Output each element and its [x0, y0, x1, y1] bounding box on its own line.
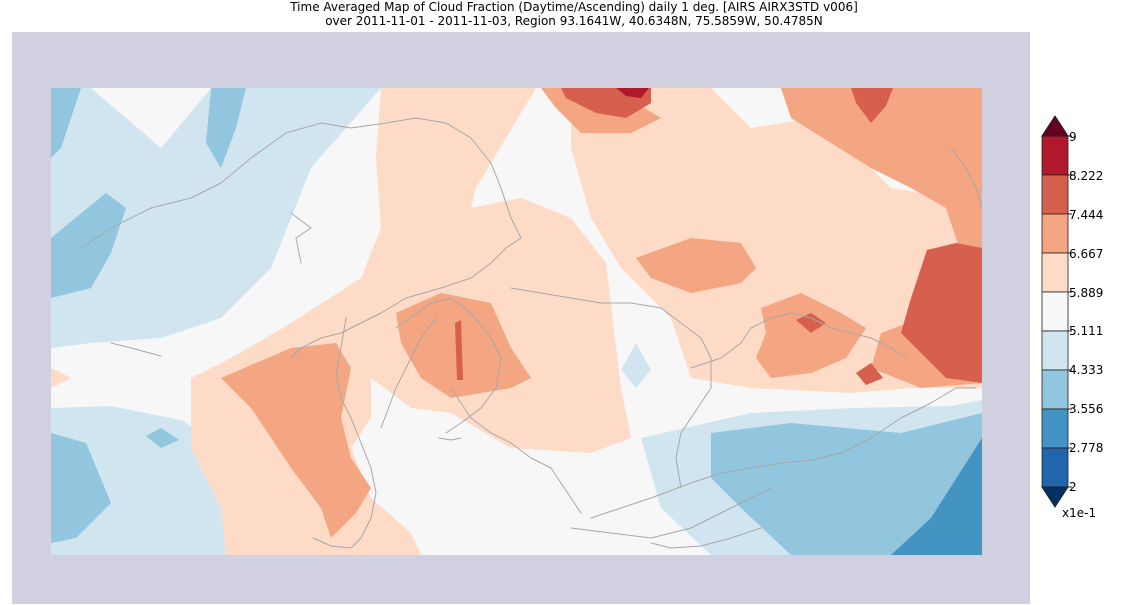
- contour-bin-7: [396, 293, 531, 398]
- map-title: Time Averaged Map of Cloud Fraction (Day…: [290, 0, 858, 14]
- colorbar-segment: [1041, 135, 1069, 176]
- colorbar-segment: [1041, 408, 1069, 449]
- contour-bin-8: [455, 320, 463, 380]
- colorbar-segment: [1041, 213, 1069, 254]
- contour-bin-8: [901, 243, 982, 383]
- contour-bin-7: [221, 343, 371, 538]
- map-subtitle: over 2011-11-01 - 2011-11-03, Region 93.…: [325, 14, 823, 28]
- colorbar-tick-label: 4.333: [1069, 363, 1104, 377]
- contour-bin-6: [571, 88, 982, 393]
- contour-bin-4: [51, 88, 381, 348]
- contour-bin-4: [621, 343, 651, 388]
- contour-bin-9: [616, 88, 649, 98]
- colorbar-segment: [1041, 330, 1069, 371]
- colorbar-tick-label: 2: [1069, 480, 1077, 494]
- colorbar-under-arrow: [1041, 486, 1069, 508]
- colorbar-over-arrow: [1041, 115, 1069, 137]
- colorbar-segment: [1041, 447, 1069, 488]
- contour-bin-3: [51, 193, 126, 298]
- cloud-fraction-map: [51, 88, 982, 555]
- contour-bin-3: [206, 88, 246, 168]
- colorbar-tick-label: 8.222: [1069, 169, 1104, 183]
- coastline: [80, 117, 982, 549]
- colorbar-segment: [1041, 252, 1069, 293]
- contour-bin-7: [636, 238, 756, 293]
- colorbar-tick-label: 9: [1069, 130, 1077, 144]
- colorbar-tick-label: 3.556: [1069, 402, 1104, 416]
- colorbar-segment: [1041, 369, 1069, 410]
- colorbar-segment: [1041, 174, 1069, 215]
- contour-bin-3: [51, 88, 81, 158]
- colorbar-tick-label: 6.667: [1069, 247, 1104, 261]
- colorbar-tick-label: 5.111: [1069, 324, 1104, 338]
- colorbar-tick-label: 2.778: [1069, 441, 1104, 455]
- contour-bin-8: [851, 88, 893, 123]
- contour-bin-8: [856, 363, 883, 385]
- contour-bin-3: [711, 413, 982, 555]
- colorbar: [1041, 115, 1072, 508]
- colorbar-tick-label: 5.889: [1069, 286, 1104, 300]
- contour-bin-7: [756, 293, 866, 378]
- contour-bin-3: [146, 428, 179, 448]
- contour-bin-3: [51, 433, 111, 543]
- colorbar-tick-label: 7.444: [1069, 208, 1104, 222]
- colorbar-multiplier: x1e-1: [1062, 506, 1097, 520]
- contour-bin-8: [796, 313, 826, 333]
- contour-bin-2: [891, 438, 982, 555]
- colorbar-segment: [1041, 291, 1069, 332]
- contour-bin-6: [51, 368, 71, 388]
